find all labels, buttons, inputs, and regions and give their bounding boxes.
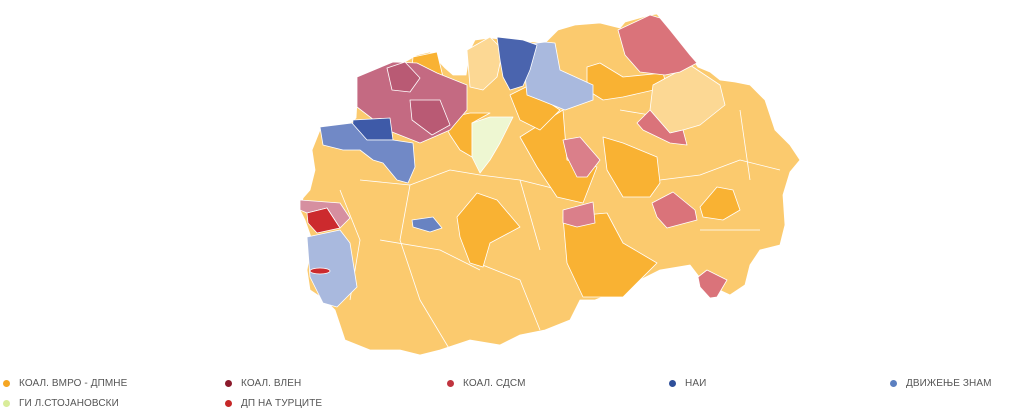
legend-label: КОАЛ. ВМРО - ДПМНЕ [19, 378, 128, 389]
legend-dot-icon [3, 400, 10, 407]
region-dp-turci [309, 267, 331, 275]
legend-label: ГИ Л.СТОЈАНОВСКИ [19, 398, 119, 409]
legend-dot-icon [3, 380, 10, 387]
legend-label: ДП НА ТУРЦИТЕ [241, 398, 323, 409]
legend-item-stojanovski: ГИ Л.СТОЈАНОВСКИ [3, 398, 119, 409]
legend-item-sdsm: КОАЛ. СДСМ [447, 378, 526, 389]
legend-label: ДВИЖЕЊЕ ЗНАМ [906, 378, 992, 389]
legend-item-nai: НАИ [669, 378, 706, 389]
legend-label: НАИ [685, 378, 707, 389]
region-vmro-strong [456, 192, 521, 268]
region-sdsm [562, 201, 596, 228]
region-vmro-strong [519, 109, 598, 204]
region-sdsm [617, 14, 698, 76]
region-znam [319, 122, 416, 184]
region-sdsm [636, 109, 688, 146]
legend-dot-icon [890, 380, 897, 387]
legend-dot-icon [447, 380, 454, 387]
legend-item-vmro: КОАЛ. ВМРО - ДПМНЕ [3, 378, 127, 389]
legend-item-dp-turci: ДП НА ТУРЦИТЕ [225, 398, 322, 409]
region-vmro-pale [466, 36, 504, 91]
region-vmro-strong [562, 212, 658, 298]
municipality-results-map [299, 13, 801, 356]
region-sdsm [651, 191, 698, 229]
region-stojanovski [471, 116, 514, 174]
legend-dot-icon [225, 400, 232, 407]
region-dp-turci [306, 207, 341, 234]
legend: КОАЛ. ВМРО - ДПМНЕ КОАЛ. ВЛЕН КОАЛ. СДСМ… [0, 374, 1023, 420]
region-znam [411, 216, 443, 233]
region-vlen-strong [409, 99, 451, 136]
region-znam-pale [522, 41, 594, 111]
legend-item-vlen: КОАЛ. ВЛЕН [225, 378, 301, 389]
region-vlen-strong [386, 61, 421, 93]
legend-label: КОАЛ. СДСМ [463, 378, 526, 389]
legend-dot-icon [669, 380, 676, 387]
region-vmro-strong [602, 136, 661, 198]
region-vmro-strong [699, 186, 741, 221]
region-sdsm [562, 136, 601, 178]
legend-label: КОАЛ. ВЛЕН [241, 378, 302, 389]
region-nai [496, 36, 538, 91]
legend-item-znam: ДВИЖЕЊЕ ЗНАМ [890, 378, 992, 389]
region-sdsm [697, 269, 728, 299]
region-znam-pale [306, 229, 358, 308]
legend-dot-icon [225, 380, 232, 387]
